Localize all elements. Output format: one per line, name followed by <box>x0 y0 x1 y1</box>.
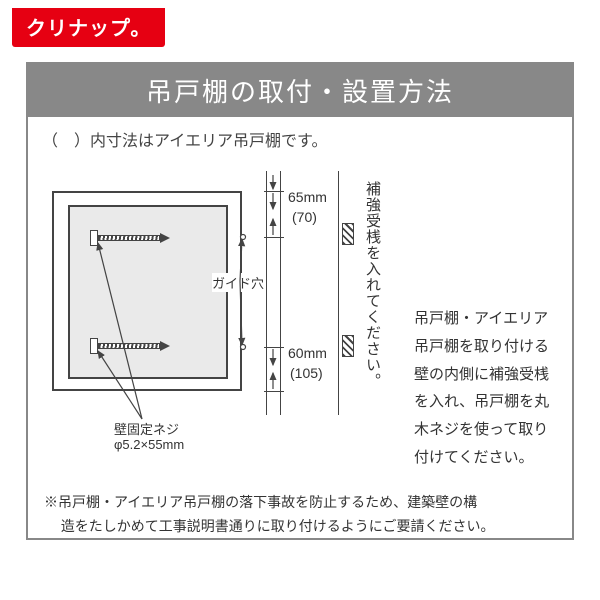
footnote: ※吊戸棚・アイエリア吊戸棚の落下事故を防止するため、建築壁の構 造をたしかめて工… <box>28 487 572 549</box>
guide-hole-label: ガイド穴 <box>212 273 264 292</box>
dim-top: 65mm <box>288 189 327 205</box>
wall-line-2 <box>280 171 281 415</box>
footnote-line-2: 造をたしかめて工事説明書通りに取り付けるようにご要請ください。 <box>44 515 556 539</box>
brand-logo: クリナップ。 <box>12 8 165 47</box>
dim-tick <box>264 237 284 238</box>
dim-tick <box>264 347 284 348</box>
dim-top-alt: (70) <box>292 209 317 225</box>
wall-line-1 <box>266 171 267 415</box>
wall-line-3 <box>338 171 339 415</box>
reinforcement-vtext: 補強受桟を入れてください。 <box>362 181 383 389</box>
dim-bottom-alt: (105) <box>290 365 323 381</box>
footnote-line-1: ※吊戸棚・アイエリア吊戸棚の落下事故を防止するため、建築壁の構 <box>44 494 477 510</box>
panel-content: 65mm (70) 60mm (105) ガイド穴 壁固定ネジ φ5.2×55m… <box>28 157 572 487</box>
dim-bottom: 60mm <box>288 345 327 361</box>
panel-subtitle: （ ）内寸法はアイエリア吊戸棚です。 <box>28 117 572 157</box>
instruction-panel: 吊戸棚の取付・設置方法 （ ）内寸法はアイエリア吊戸棚です。 <box>26 62 574 540</box>
screw-label-1: 壁固定ネジ <box>114 419 179 438</box>
panel-title: 吊戸棚の取付・設置方法 <box>28 64 572 117</box>
screw-label-2: φ5.2×55mm <box>114 437 184 452</box>
dim-tick <box>264 191 284 192</box>
instruction-text: 吊戸棚・アイエリア吊戸棚を取り付ける壁の内側に補強受桟を入れ、吊戸棚を丸木ネジを… <box>414 305 554 472</box>
reinforcement-bottom <box>342 335 354 357</box>
dim-tick <box>264 391 284 392</box>
installation-diagram: 65mm (70) 60mm (105) ガイド穴 壁固定ネジ φ5.2×55m… <box>42 161 402 481</box>
reinforcement-top <box>342 223 354 245</box>
